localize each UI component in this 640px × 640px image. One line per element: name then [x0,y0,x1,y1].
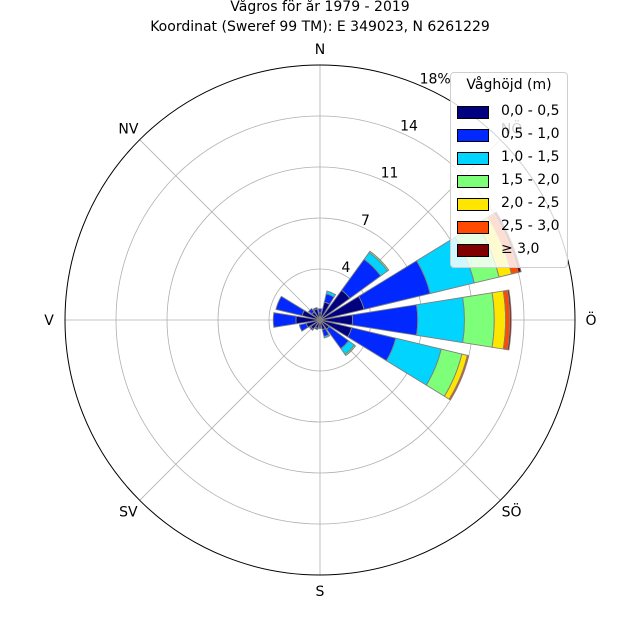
legend-swatch [457,198,489,211]
bar-v-4 [491,290,507,350]
grid-spoke [139,319,321,501]
direction-label: SÖ [502,503,522,521]
legend-label: 2,5 - 3,0 [501,218,560,234]
legend-item: 2,5 - 3,0 [457,218,567,238]
bar-ö-1 [272,312,297,328]
direction-label: SV [119,505,138,521]
direction-label: V [44,313,54,329]
legend-swatch [457,221,489,234]
direction-label: Ö [585,311,596,329]
bar-sö-1 [309,326,314,331]
chart-subtitle: Koordinat (Sweref 99 TM): E 349023, N 62… [150,19,490,35]
bar-vsv-1 [347,327,397,362]
legend-swatch [457,106,489,119]
legend-label: 1,5 - 2,0 [501,172,560,188]
legend-swatch [457,244,489,257]
polar-frame [64,64,576,576]
legend-swatch [457,129,489,142]
bar-vsv-5 [448,354,470,401]
bar-nnv-2 [325,290,337,298]
legend-item: 1,0 - 1,5 [457,149,567,169]
radial-tick-label: 11 [381,166,399,182]
radial-tick-label: 7 [361,213,370,229]
legend-swatch [457,175,489,188]
bar-v-3 [462,292,495,348]
bar-ssv-2 [323,333,331,339]
legend-label: 0,0 - 0,5 [501,103,560,119]
bar-nö-1 [307,307,315,315]
legend-item: 0,5 - 1,0 [457,126,567,146]
legend-item: 2,0 - 2,5 [457,195,567,215]
bar-nv-3 [368,250,390,272]
chart-title: Vågros för år 1979 - 2019 [230,0,410,15]
direction-label: N [315,42,325,58]
bar-v-6 [506,289,512,351]
radial-tick-label: 4 [342,260,351,276]
legend-label: 1,0 - 1,5 [501,149,560,165]
bar-ssö-1 [314,326,319,331]
bar-ösö-1 [298,322,309,332]
legend-label: 2,0 - 2,5 [501,195,560,211]
legend-item: ≥ 3,0 [457,241,567,261]
direction-label: NV [118,121,138,137]
bar-v-2 [416,296,465,344]
radial-tick-label: 14 [400,119,418,135]
radial-tick-label: 18% [420,71,451,87]
legend-title: Våghöjd (m) [466,77,552,93]
direction-label: S [316,584,325,600]
bar-s-1 [318,326,322,329]
legend-item: 1,5 - 2,0 [457,172,567,192]
bar-nnö-1 [312,307,318,311]
bar-sv-3 [344,344,357,357]
grid-spoke [139,139,321,321]
legend-label: ≥ 3,0 [501,241,540,257]
legend-label: 0,5 - 1,0 [501,126,560,142]
legend: Våghöjd (m) 0,0 - 0,5 0,5 - 1,0 1,0 - 1,5 1… [450,72,568,268]
bar-n-1 [317,308,323,314]
legend-item: 0,0 - 0,5 [457,103,567,123]
legend-swatch [457,152,489,165]
bar-önö-1 [275,295,305,317]
